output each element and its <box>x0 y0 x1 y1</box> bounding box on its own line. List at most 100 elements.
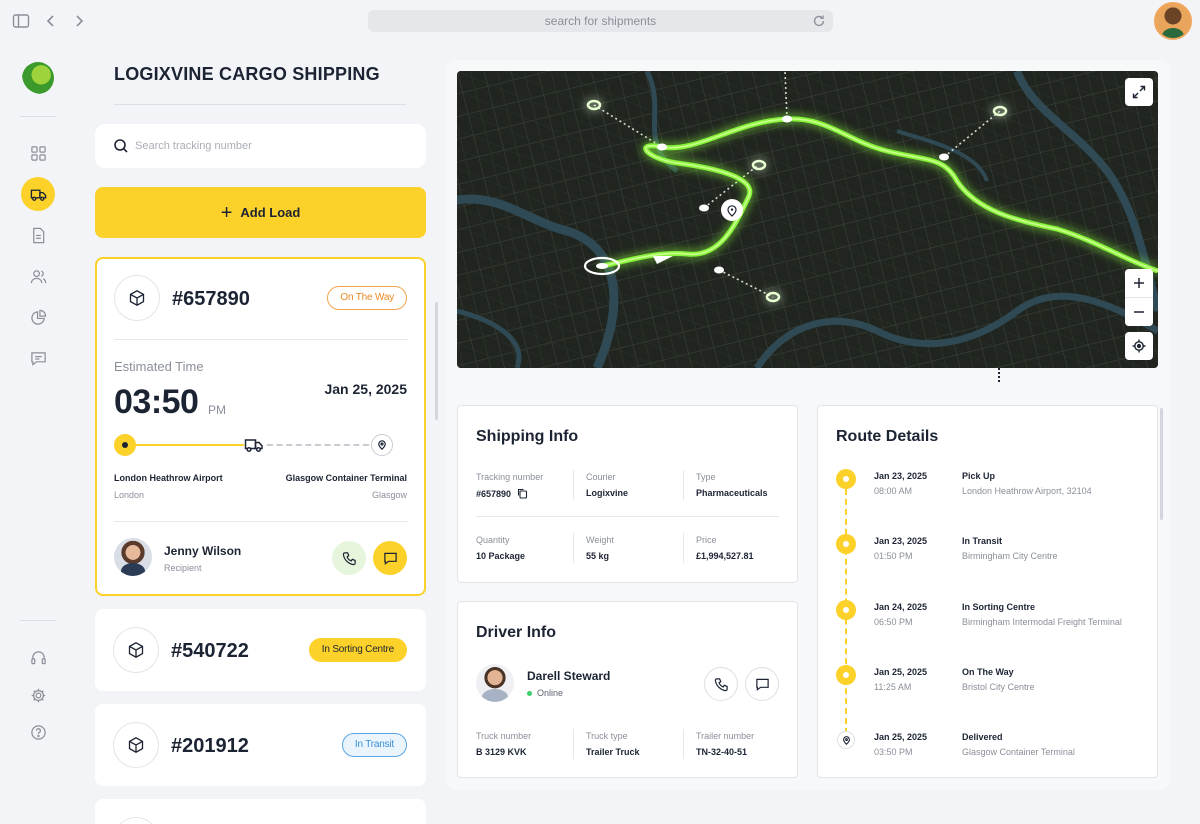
card-divider <box>114 521 408 522</box>
profile-avatar[interactable] <box>1154 2 1192 40</box>
status-badge: In Sorting Centre <box>308 638 407 662</box>
row-divider <box>476 516 779 517</box>
field-label: Courier <box>586 472 616 482</box>
pie-chart-icon[interactable] <box>21 300 55 334</box>
progress-bar-remaining <box>267 444 369 446</box>
forward-icon[interactable] <box>70 12 88 30</box>
scrollbar[interactable] <box>1160 408 1163 520</box>
package-icon <box>113 817 159 824</box>
field-label: Quantity <box>476 535 510 545</box>
driver-status-text: Online <box>537 688 564 698</box>
shipments-panel: LOGIXVINE CARGO SHIPPING + Add Load #657… <box>76 42 444 824</box>
destination-marker <box>371 434 393 456</box>
shipment-card[interactable] <box>95 799 426 824</box>
location-pin-icon <box>378 440 386 450</box>
zoom-out-button[interactable] <box>1125 298 1153 326</box>
fullscreen-button[interactable] <box>1125 78 1153 106</box>
route-step-place: Birmingham City Centre <box>962 551 1058 561</box>
route-step-time: 08:00 AM <box>874 486 913 496</box>
route-step-date: Jan 23, 2025 <box>874 471 928 481</box>
zoom-in-button[interactable] <box>1125 269 1153 297</box>
title-divider <box>114 104 406 105</box>
call-driver-button[interactable] <box>704 667 738 701</box>
field-label: Type <box>696 472 716 482</box>
field-label: Tracking number <box>476 472 544 482</box>
crosshair-icon <box>1132 339 1146 353</box>
route-step-marker <box>837 731 855 749</box>
driver-info-panel: Driver Info Darell Steward Online Truck … <box>457 601 798 778</box>
route-step-status: Delivered <box>962 732 1003 742</box>
message-driver-button[interactable] <box>745 667 779 701</box>
document-icon[interactable] <box>21 218 55 252</box>
sidebar-divider <box>20 116 56 117</box>
route-step-marker <box>836 600 856 620</box>
field-value: Pharmaceuticals <box>696 488 768 498</box>
route-step-date: Jan 25, 2025 <box>874 732 928 742</box>
field-divider <box>573 533 574 563</box>
route-map[interactable] <box>457 71 1158 368</box>
phone-icon <box>714 677 728 691</box>
status-badge: In Transit <box>341 733 407 757</box>
headset-icon[interactable] <box>21 640 55 674</box>
users-icon[interactable] <box>21 259 55 293</box>
page-title: LOGIXVINE CARGO SHIPPING <box>114 64 380 84</box>
truck-icon[interactable] <box>21 177 55 211</box>
field-value: £1,994,527.81 <box>696 551 754 561</box>
route-step-date: Jan 23, 2025 <box>874 536 928 546</box>
reload-icon[interactable] <box>811 13 827 29</box>
origin-name: London Heathrow Airport <box>114 473 223 483</box>
shipment-card[interactable]: #540722 In Sorting Centre <box>95 609 426 691</box>
add-load-label: Add Load <box>240 205 301 220</box>
address-bar-text: search for shipments <box>544 14 657 28</box>
plus-icon: + <box>220 201 233 224</box>
card-divider <box>114 339 408 340</box>
online-indicator <box>527 690 532 696</box>
add-load-button[interactable]: + Add Load <box>95 187 426 238</box>
progress-bar-fill <box>136 444 244 446</box>
shipment-card-selected[interactable]: #657890 On The Way Estimated Time 03:50 … <box>95 257 426 596</box>
recipient-name: Jenny Wilson <box>164 544 242 558</box>
estimated-time: 03:50 <box>114 383 199 421</box>
route-step-time: 06:50 PM <box>874 617 913 627</box>
address-bar[interactable]: search for shipments <box>368 10 833 32</box>
zoom-divider <box>1125 297 1153 298</box>
zoom-controls <box>1125 269 1153 326</box>
route-step-marker <box>836 469 856 489</box>
help-icon[interactable] <box>21 715 55 749</box>
estimated-time-ampm: PM <box>208 403 226 417</box>
route-step-status: In Transit <box>962 536 1003 546</box>
locate-button[interactable] <box>1125 332 1153 360</box>
recipient-role: Recipient <box>164 563 202 573</box>
map-resize-handle[interactable] <box>998 368 1000 382</box>
copy-icon[interactable] <box>517 488 528 499</box>
route-step-marker <box>836 534 856 554</box>
route-step-date: Jan 25, 2025 <box>874 667 928 677</box>
shipping-info-panel: Shipping Info Tracking number #657890 Co… <box>457 405 798 583</box>
status-badge: On The Way <box>327 286 407 310</box>
origin-city: London <box>114 490 145 500</box>
route-step-status: In Sorting Centre <box>962 602 1036 612</box>
search-input[interactable] <box>135 136 415 156</box>
shipment-card[interactable]: #201912 In Transit <box>95 704 426 786</box>
recipient-avatar <box>114 538 152 576</box>
grid-icon[interactable] <box>21 136 55 170</box>
destination-city: Glasgow <box>371 490 407 500</box>
truck-icon <box>244 439 263 453</box>
field-label: Weight <box>586 535 614 545</box>
route-step-marker <box>836 665 856 685</box>
sidebar-toggle-icon[interactable] <box>12 12 30 30</box>
field-label: Truck type <box>586 731 628 741</box>
driver-name: Darell Steward <box>527 669 611 683</box>
field-value: #657890 <box>476 488 512 499</box>
message-recipient-button[interactable] <box>373 541 407 575</box>
estimated-date: Jan 25, 2025 <box>324 381 407 397</box>
call-recipient-button[interactable] <box>332 541 366 575</box>
package-icon <box>113 722 159 768</box>
expand-icon <box>1132 85 1146 99</box>
gear-icon[interactable] <box>21 678 55 712</box>
chat-icon[interactable] <box>21 341 55 375</box>
field-divider <box>683 533 684 563</box>
package-icon <box>113 627 159 673</box>
back-icon[interactable] <box>42 12 60 30</box>
scrollbar[interactable] <box>435 302 438 420</box>
